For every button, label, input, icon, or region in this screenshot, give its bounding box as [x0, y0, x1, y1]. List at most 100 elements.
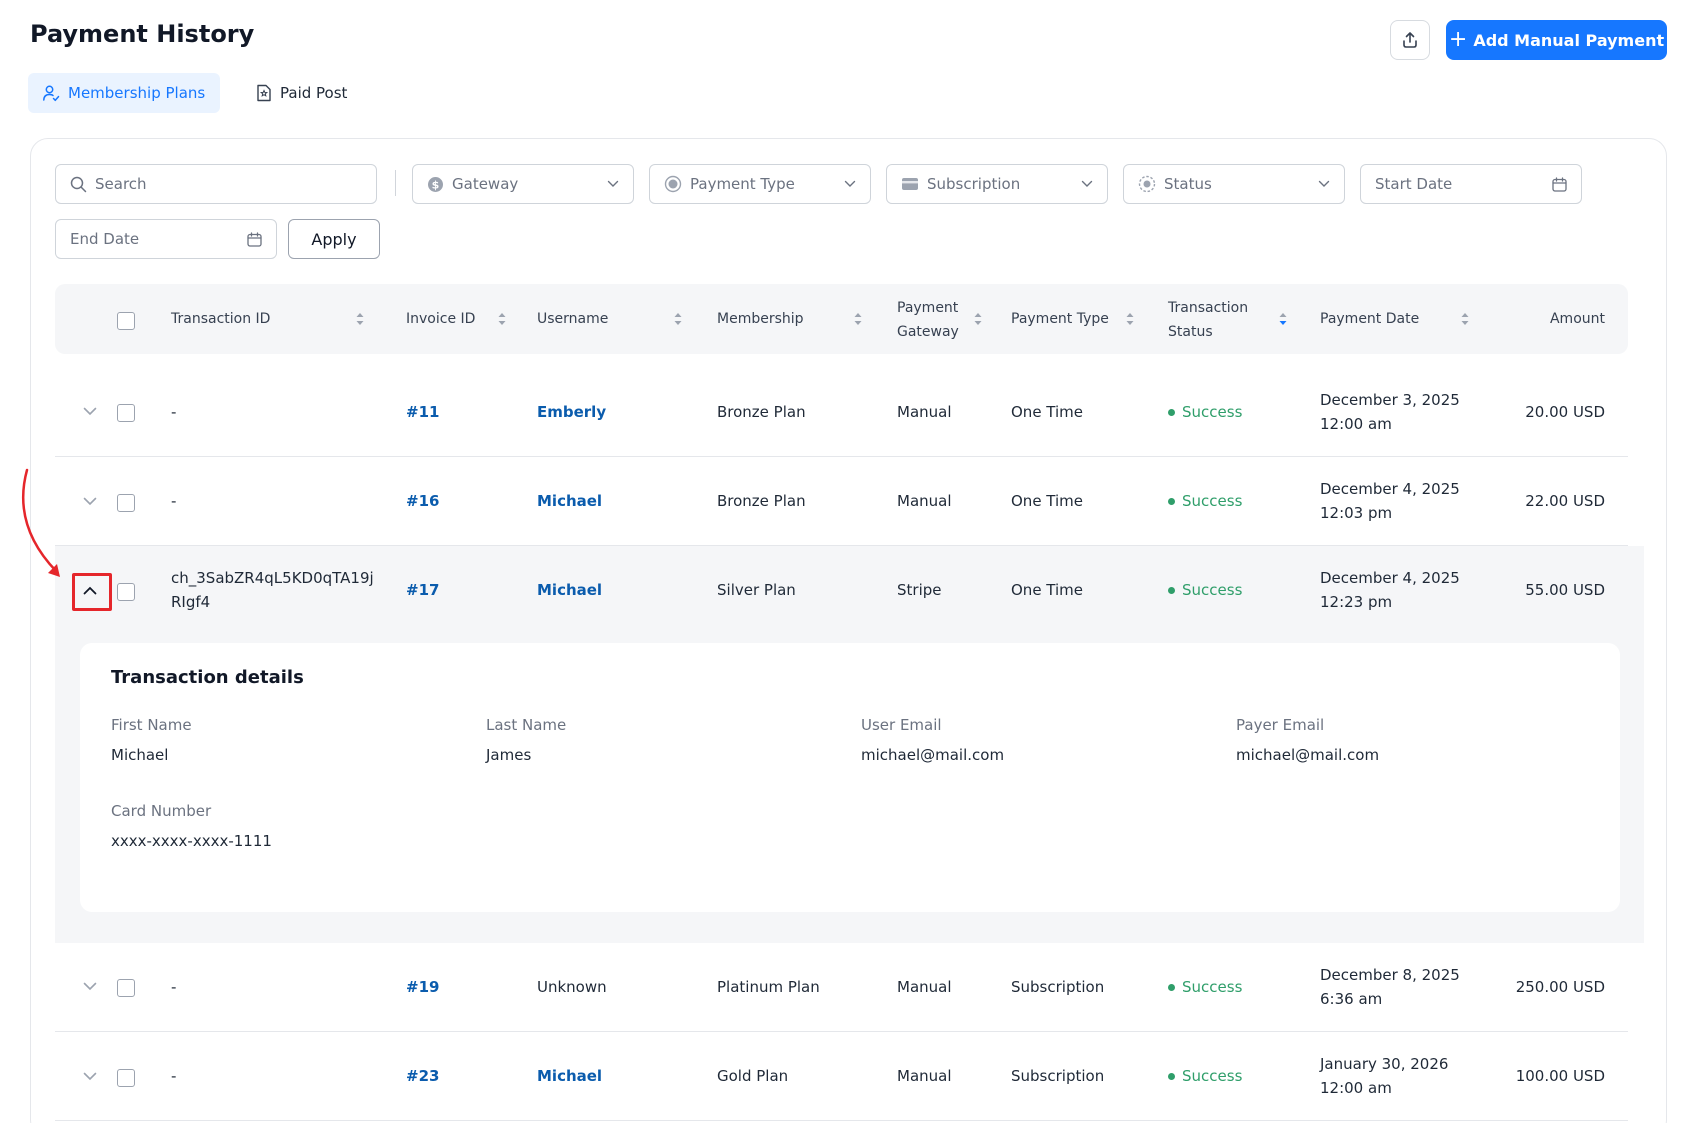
- sort-icon[interactable]: [973, 311, 983, 327]
- gateway-select[interactable]: $ Gateway: [412, 164, 634, 204]
- tab-paid-post-label: Paid Post: [280, 84, 348, 102]
- end-date-input[interactable]: End Date: [55, 219, 277, 259]
- status-text: Success: [1182, 978, 1243, 996]
- status-select[interactable]: Status: [1123, 164, 1345, 204]
- chevron-down-icon: [1081, 180, 1093, 187]
- last-name-label: Last Name: [486, 716, 567, 734]
- chevron-down-icon: [844, 180, 856, 187]
- column-payment-gateway-line1: Payment: [897, 300, 959, 316]
- subscription-select[interactable]: Subscription: [886, 164, 1108, 204]
- sort-icon[interactable]: [673, 311, 683, 327]
- username-link[interactable]: Michael: [537, 492, 603, 510]
- card-icon: [901, 177, 919, 191]
- transaction-id: -: [171, 403, 177, 421]
- payment-time: 12:23 pm: [1320, 593, 1393, 611]
- chevron-down-icon[interactable]: [83, 407, 97, 416]
- amount-cell: 22.00 USD: [1525, 492, 1605, 510]
- card-number-label: Card Number: [111, 802, 212, 820]
- transaction-id: ch_3SabZR4qL5KD0qTA19j RIgf4: [171, 566, 374, 614]
- calendar-icon: [247, 231, 262, 247]
- username-link[interactable]: Michael: [537, 1067, 603, 1085]
- gateway-cell: Manual: [897, 403, 952, 421]
- username-cell: Unknown: [537, 978, 607, 996]
- column-transaction-status[interactable]: Transaction Status: [1168, 296, 1248, 344]
- column-payment-gateway[interactable]: Payment Gateway: [897, 296, 959, 344]
- svg-text:$: $: [432, 178, 440, 191]
- column-transaction-status-line2: Status: [1168, 324, 1213, 340]
- chevron-down-icon[interactable]: [83, 1072, 97, 1081]
- transaction-id-line1: ch_3SabZR4qL5KD0qTA19j: [171, 569, 374, 587]
- amount-cell: 20.00 USD: [1525, 403, 1605, 421]
- membership-cell: Bronze Plan: [717, 492, 806, 510]
- status-text: Success: [1182, 403, 1243, 421]
- card-number-value: xxxx-xxxx-xxxx-1111: [111, 832, 272, 850]
- search-icon: [70, 176, 87, 193]
- status-dot: [1168, 983, 1175, 991]
- payment-time: 12:00 am: [1320, 1079, 1392, 1097]
- username-link[interactable]: Michael: [537, 581, 603, 599]
- invoice-link[interactable]: #16: [406, 492, 440, 510]
- user-email-value: michael@mail.com: [861, 746, 1005, 764]
- membership-cell: Gold Plan: [717, 1067, 789, 1085]
- first-name-label: First Name: [111, 716, 192, 734]
- username-link[interactable]: Emberly: [537, 403, 607, 421]
- invoice-link[interactable]: #19: [406, 978, 440, 996]
- invoice-link[interactable]: #23: [406, 1067, 440, 1085]
- column-membership[interactable]: Membership: [717, 311, 804, 327]
- search-placeholder: Search: [95, 175, 147, 193]
- payment-time: 12:03 pm: [1320, 504, 1393, 522]
- row-checkbox[interactable]: [117, 494, 135, 512]
- chevron-down-icon[interactable]: [83, 982, 97, 991]
- sort-icon[interactable]: [1125, 311, 1135, 327]
- transaction-id: -: [171, 978, 177, 996]
- column-payment-date[interactable]: Payment Date: [1320, 311, 1420, 327]
- column-invoice-id[interactable]: Invoice ID: [406, 311, 476, 327]
- apply-button[interactable]: Apply: [288, 219, 380, 259]
- row-checkbox[interactable]: [117, 404, 135, 422]
- sort-icon[interactable]: [1278, 311, 1288, 327]
- sort-icon[interactable]: [497, 311, 507, 327]
- export-button[interactable]: [1390, 20, 1430, 60]
- filter-divider: [395, 170, 396, 196]
- status-badge: Success: [1168, 975, 1242, 999]
- amount-cell: 250.00 USD: [1515, 978, 1605, 996]
- user-email-label: User Email: [861, 716, 942, 734]
- payer-email-value: michael@mail.com: [1236, 746, 1380, 764]
- payment-type-cell: Subscription: [1011, 978, 1105, 996]
- transaction-id-line2: RIgf4: [171, 593, 211, 611]
- status-badge: Success: [1168, 1064, 1242, 1088]
- add-manual-payment-label: Add Manual Payment: [1473, 30, 1665, 50]
- transaction-id: -: [171, 492, 177, 510]
- tab-paid-post[interactable]: Paid Post: [256, 73, 347, 113]
- column-payment-type[interactable]: Payment Type: [1011, 311, 1109, 327]
- column-username[interactable]: Username: [537, 311, 609, 327]
- start-date-input[interactable]: Start Date: [1360, 164, 1582, 204]
- status-dot: [1168, 586, 1175, 594]
- sort-icon[interactable]: [853, 311, 863, 327]
- select-all-checkbox[interactable]: [117, 312, 135, 330]
- tab-membership-plans[interactable]: Membership Plans: [28, 73, 220, 113]
- gateway-cell: Manual: [897, 978, 952, 996]
- first-name-value: Michael: [111, 746, 169, 764]
- sort-icon[interactable]: [1460, 311, 1470, 327]
- search-input[interactable]: Search: [55, 164, 377, 204]
- membership-cell: Platinum Plan: [717, 978, 820, 996]
- chevron-up-icon[interactable]: [83, 586, 97, 595]
- payment-type-select[interactable]: Payment Type: [649, 164, 871, 204]
- invoice-link[interactable]: #11: [406, 403, 440, 421]
- row-checkbox[interactable]: [117, 979, 135, 997]
- row-divider: [55, 456, 1628, 457]
- column-transaction-id[interactable]: Transaction ID: [171, 311, 271, 327]
- last-name-value: James: [486, 746, 532, 764]
- gateway-cell: Manual: [897, 1067, 952, 1085]
- sort-icon[interactable]: [355, 311, 365, 327]
- payment-time: 12:00 am: [1320, 415, 1392, 433]
- row-checkbox[interactable]: [117, 1069, 135, 1087]
- membership-cell: Silver Plan: [717, 581, 796, 599]
- page-title: Payment History: [30, 20, 255, 48]
- add-manual-payment-button[interactable]: + Add Manual Payment: [1446, 20, 1667, 60]
- chevron-down-icon[interactable]: [83, 497, 97, 506]
- transaction-id: -: [171, 1067, 177, 1085]
- invoice-link[interactable]: #17: [406, 581, 440, 599]
- row-checkbox[interactable]: [117, 583, 135, 601]
